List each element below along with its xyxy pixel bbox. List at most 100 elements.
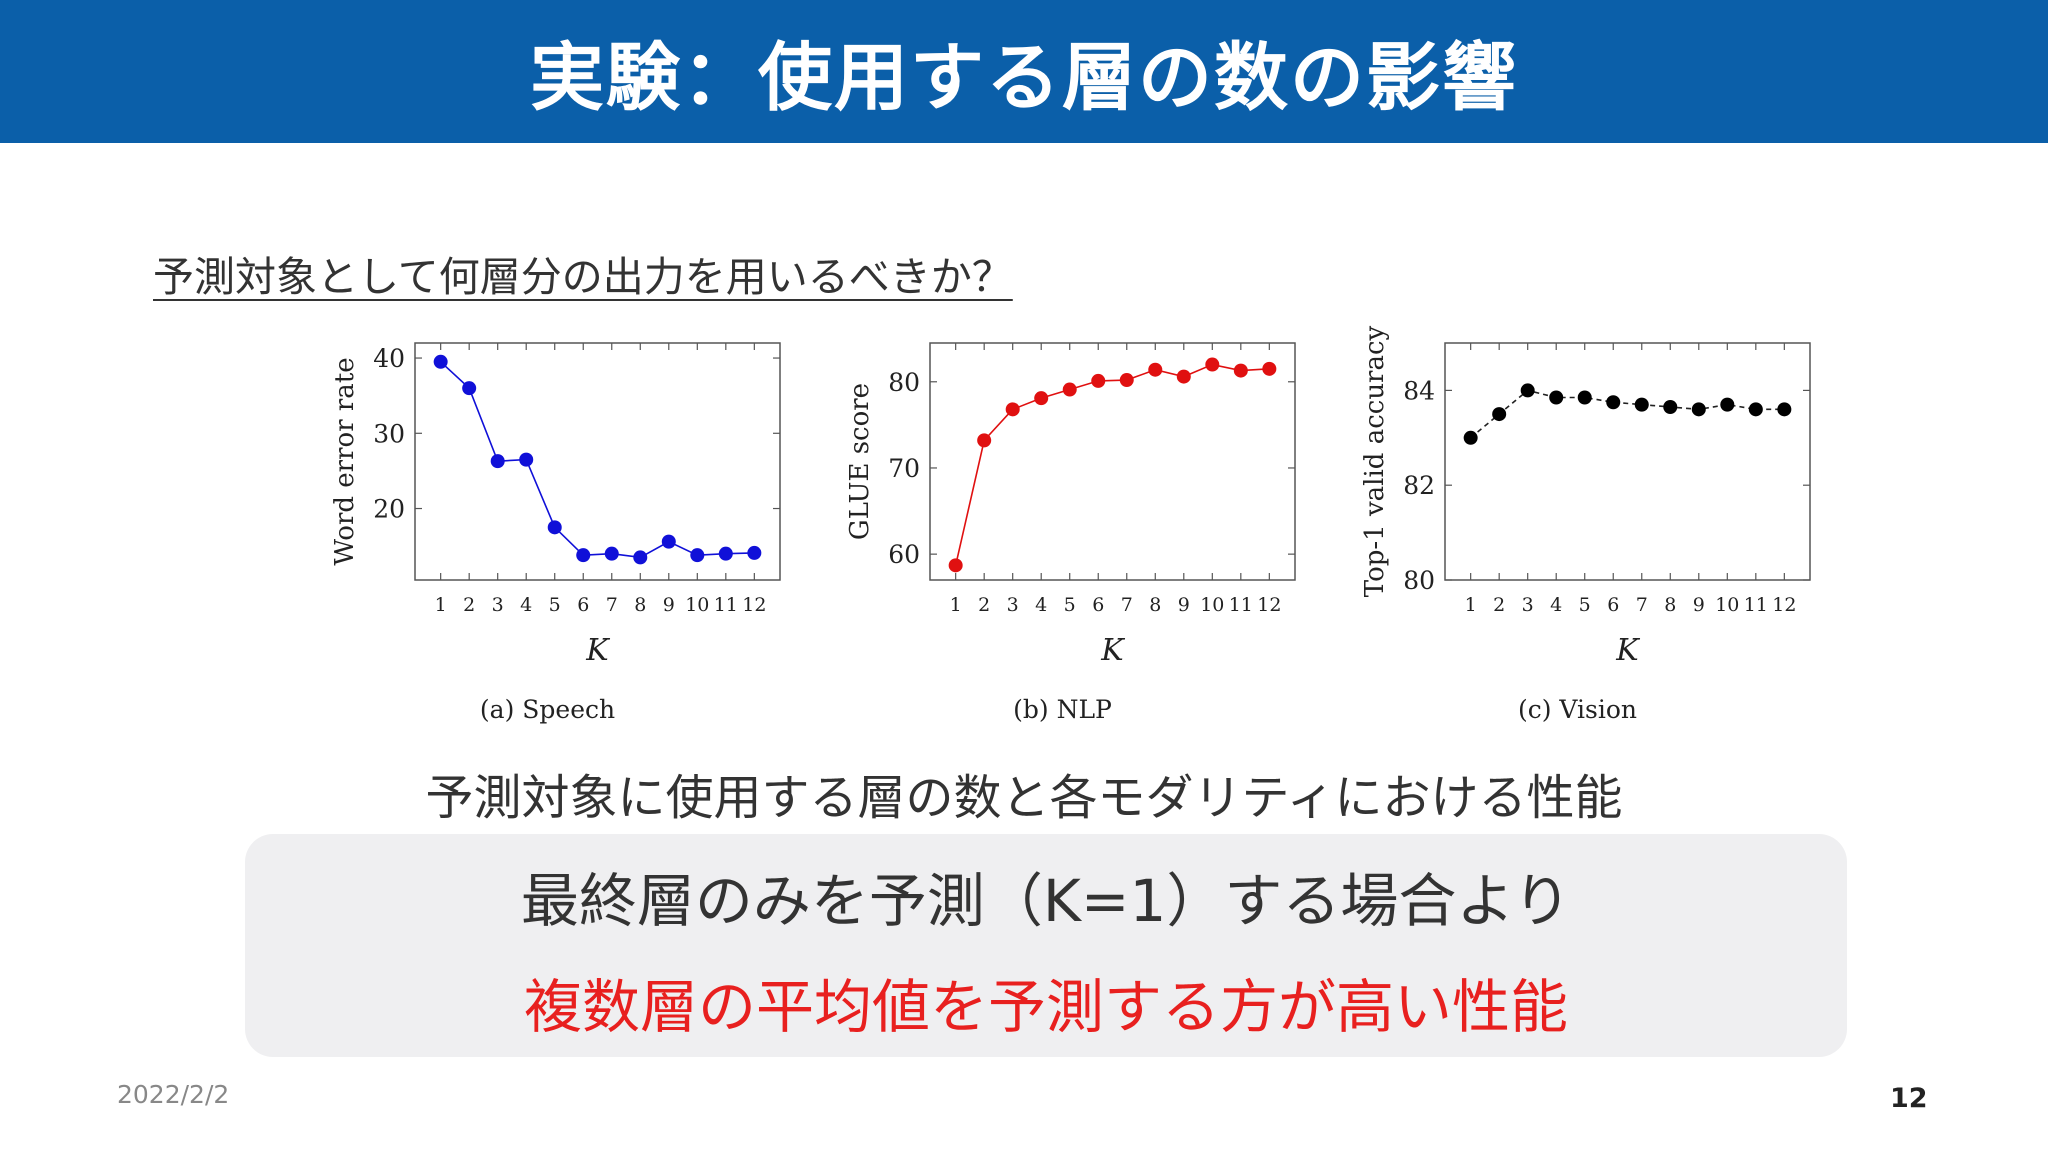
data-point [661,534,676,549]
x-tick-label: 7 [1636,594,1648,616]
x-tick-label: 10 [1715,594,1739,616]
data-point [747,545,762,560]
y-tick-label: 82 [1403,471,1435,500]
x-tick-label: 10 [685,594,709,616]
x-tick-label: 9 [1693,594,1705,616]
y-tick-label: 80 [888,368,920,397]
x-tick-label: 12 [742,594,766,616]
data-point [1549,390,1564,405]
data-point [576,548,591,563]
chart-subtitle: (b) NLP [1013,695,1112,724]
data-point [1606,395,1621,410]
data-point [1005,402,1020,417]
x-tick-label: 11 [714,594,738,616]
data-point [1262,361,1277,376]
data-point [1062,382,1077,397]
x-tick-label: 1 [950,594,962,616]
x-tick-label: 10 [1200,594,1224,616]
x-tick-label: 12 [1257,594,1281,616]
data-point [1091,373,1106,388]
x-axis-label: K [585,633,610,668]
data-point [1691,402,1706,417]
x-tick-label: 3 [492,594,504,616]
plot-frame [929,342,1296,581]
data-point [1119,373,1134,388]
y-tick-label: 60 [888,540,920,569]
chart-subtitle: (a) Speech [480,695,615,724]
chart-nlp: 60 70 80 1 2 3 4 5 6 7 8 9 10 11 12 K GLUE score (b) NLP [835,325,1335,730]
data-point [519,452,534,467]
data-point [1777,402,1792,417]
data-point [1520,383,1535,398]
x-tick-label: 11 [1229,594,1253,616]
chart-subtitle: (c) Vision [1518,695,1637,724]
data-point [547,520,562,535]
x-tick-label: 6 [1607,594,1619,616]
x-tick-label: 2 [978,594,990,616]
data-point [1148,362,1163,377]
x-tick-label: 2 [463,594,475,616]
data-point [1205,357,1220,372]
x-tick-label: 4 [520,594,532,616]
plot-frame [414,342,781,581]
data-point [977,433,992,448]
charts-row: 20 30 40 1 2 3 4 5 6 7 8 9 10 11 12 K Word error rate (a)… [320,325,1820,730]
data-point [1034,391,1049,406]
data-point [462,381,477,396]
x-tick-label: 5 [1579,594,1591,616]
slide-date: 2022/2/2 [117,1080,230,1109]
x-axis-label: K [1615,633,1640,668]
x-axis-label: K [1100,633,1125,668]
x-tick-label: 4 [1550,594,1562,616]
figure-caption: 予測対象に使用する層の数と各モダリティにおける性能 [425,770,1623,826]
data-point [1720,397,1735,412]
data-point [718,546,733,561]
data-point [1176,369,1191,384]
y-tick-label: 20 [373,495,405,524]
slide-title: 実験：使用する層の数の影響 [530,35,1518,121]
series-line [1470,389,1785,439]
y-tick-label: 80 [1403,566,1435,595]
data-point [1463,430,1478,445]
page-number: 12 [1890,1083,1928,1114]
data-point [1748,402,1763,417]
data-point [633,550,648,565]
data-point [1492,407,1507,422]
y-axis-label: Top-1 valid accuracy [1360,325,1390,597]
x-tick-label: 4 [1035,594,1047,616]
y-axis-label: GLUE score [845,383,875,540]
x-tick-label: 8 [634,594,646,616]
series-line [954,363,1270,566]
x-tick-label: 6 [1092,594,1104,616]
conclusion-line-1: 最終層のみを予測（K=1）する場合より [520,867,1572,935]
x-tick-label: 11 [1744,594,1768,616]
data-point [1233,363,1248,378]
y-tick-label: 70 [888,454,920,483]
y-tick-label: 40 [373,344,405,373]
x-tick-label: 12 [1772,594,1796,616]
y-tick-label: 84 [1403,376,1435,405]
x-tick-label: 3 [1522,594,1534,616]
chart-vision: 80 82 84 1 2 3 4 5 6 7 8 9 10 11 12 K Top-1 valid accura… [1350,325,1850,730]
data-point [1663,399,1678,414]
series-line [440,361,755,559]
chart-speech: 20 30 40 1 2 3 4 5 6 7 8 9 10 11 12 K Word error rate (a)… [320,325,820,730]
x-tick-label: 3 [1007,594,1019,616]
data-point [1577,390,1592,405]
y-tick-label: 30 [373,419,405,448]
conclusion-box: 最終層のみを予測（K=1）する場合より 複数層の平均値を予測する方が高い性能 [245,834,1847,1057]
x-tick-label: 5 [1064,594,1076,616]
x-tick-label: 2 [1493,594,1505,616]
data-point [490,454,505,469]
x-tick-label: 1 [435,594,447,616]
x-tick-label: 8 [1149,594,1161,616]
x-tick-label: 6 [577,594,589,616]
y-axis-label: Word error rate [330,357,360,565]
x-tick-label: 9 [1178,594,1190,616]
x-tick-label: 9 [663,594,675,616]
x-tick-label: 8 [1664,594,1676,616]
data-point [433,354,448,369]
